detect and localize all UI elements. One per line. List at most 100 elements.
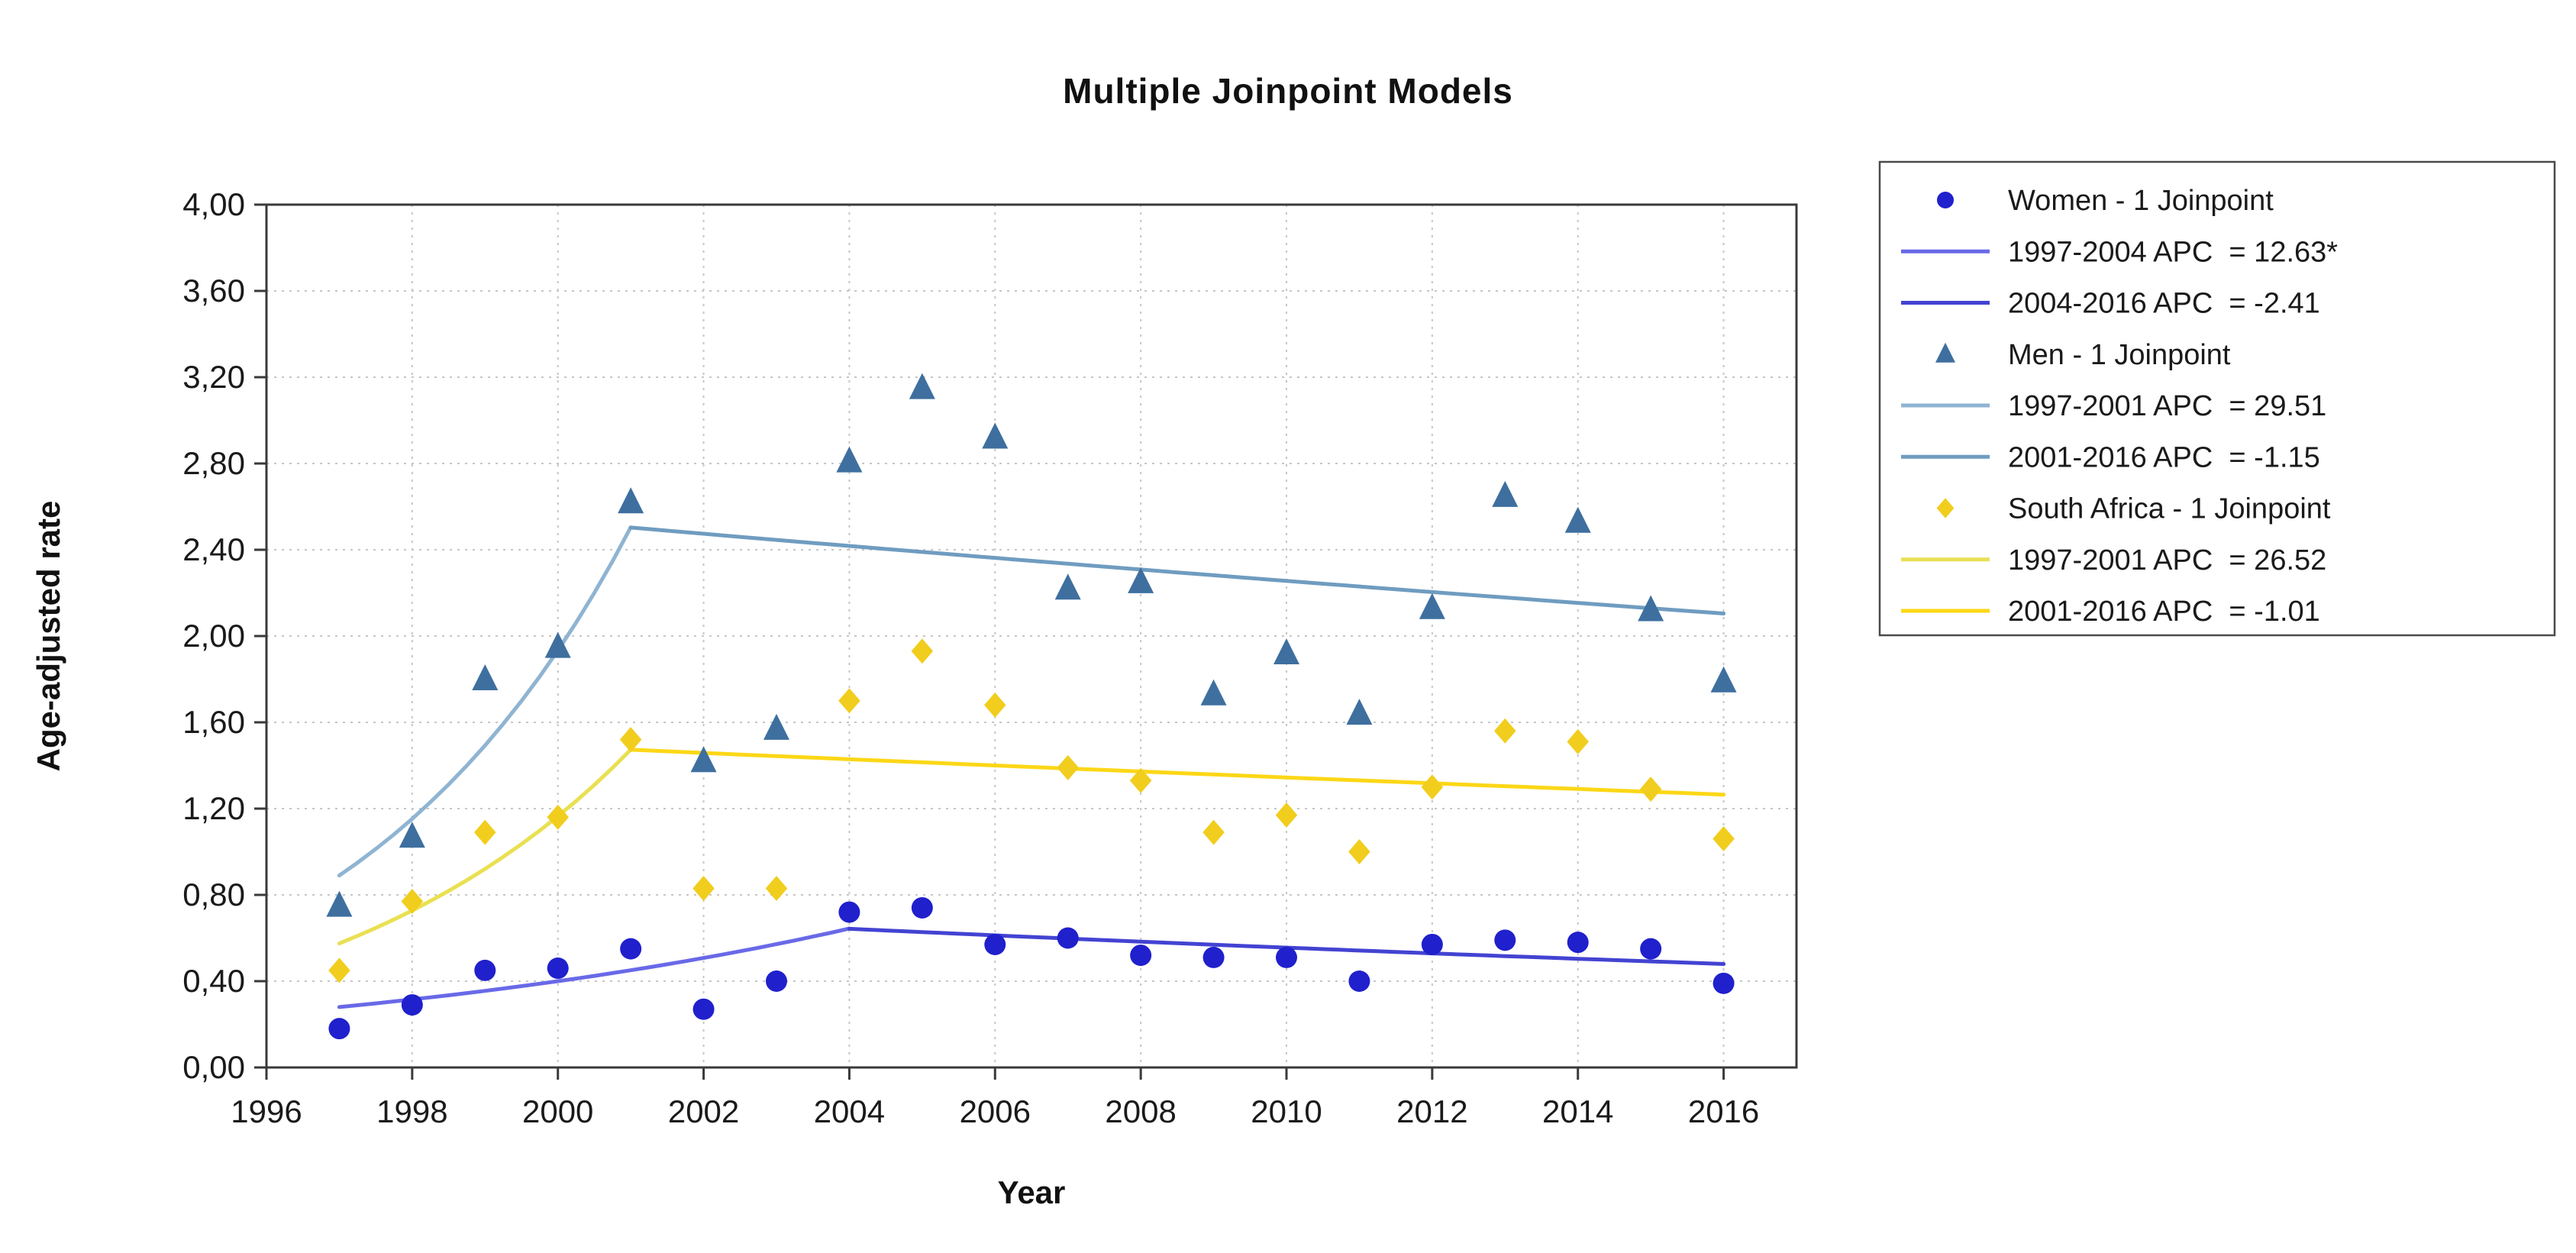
x-tick-label: 2010 <box>1251 1093 1322 1129</box>
x-tick-label: 2012 <box>1396 1093 1467 1129</box>
data-point <box>328 1018 350 1040</box>
y-tick-label: 0,00 <box>182 1049 245 1085</box>
data-point <box>1057 754 1079 780</box>
data-point <box>692 998 715 1020</box>
legend-item-label: 2001-2016 APC = -1.15 <box>2008 441 2320 473</box>
legend-row <box>1935 342 1955 363</box>
data-point <box>984 692 1006 718</box>
data-point <box>763 713 789 740</box>
data-point <box>1202 946 1225 968</box>
data-point <box>328 958 350 983</box>
x-tick-label: 2016 <box>1688 1093 1759 1129</box>
data-point <box>1567 932 1589 954</box>
x-tick-label: 2000 <box>522 1093 593 1129</box>
data-point <box>838 688 860 714</box>
data-point <box>544 631 571 658</box>
data-point <box>766 970 787 992</box>
chart-title: Multiple Joinpoint Models <box>1063 71 1513 111</box>
data-point <box>618 487 644 514</box>
series-markers <box>328 638 1735 983</box>
fit-lines <box>337 748 1726 946</box>
x-tick-label: 2004 <box>814 1093 885 1129</box>
data-point <box>547 804 569 830</box>
data-point <box>1712 972 1735 994</box>
data-point <box>838 901 860 923</box>
data-point <box>1564 506 1591 533</box>
data-point <box>1348 970 1370 992</box>
legend-item-label: South Africa - 1 Joinpoint <box>2008 493 2331 525</box>
data-point <box>1275 802 1298 828</box>
legend-item-label: Men - 1 Joinpoint <box>2008 339 2231 371</box>
gridlines <box>266 205 1796 1067</box>
x-tick-label: 1996 <box>231 1093 302 1129</box>
x-axis-title: Year <box>997 1174 1066 1210</box>
data-point <box>401 888 424 914</box>
legend-row <box>1937 192 1954 208</box>
data-point <box>1273 638 1299 665</box>
series-markers <box>328 896 1735 1040</box>
fit-line-segment <box>628 748 1726 797</box>
data-point <box>836 446 863 473</box>
data-point <box>1492 480 1519 507</box>
fit-line-segment <box>337 926 851 1009</box>
fit-lines <box>337 926 1726 1009</box>
y-tick-label: 2,80 <box>182 445 245 481</box>
legend-box <box>1878 160 2556 637</box>
data-point <box>1494 718 1516 744</box>
x-tick-label: 2002 <box>668 1093 739 1129</box>
data-point <box>1200 679 1227 706</box>
data-point <box>690 746 717 773</box>
data-point <box>1494 929 1516 951</box>
data-point <box>474 959 496 981</box>
data-point <box>1346 699 1373 725</box>
x-tick-label: 2014 <box>1542 1093 1613 1129</box>
data-point <box>1567 728 1589 754</box>
data-point <box>909 373 935 399</box>
data-point <box>326 890 353 917</box>
fit-lines <box>337 525 1726 878</box>
data-point <box>399 822 425 848</box>
x-tick-label: 2008 <box>1105 1093 1176 1129</box>
data-point <box>620 938 642 960</box>
y-tick-label: 1,60 <box>182 704 245 740</box>
fit-line-segment <box>337 748 633 946</box>
data-point <box>982 422 1009 449</box>
data-point <box>984 933 1006 955</box>
data-point <box>911 896 933 919</box>
legend-item-label: 1997-2001 APC = 29.51 <box>2008 390 2326 422</box>
data-point <box>1639 777 1662 803</box>
data-point <box>1128 567 1154 593</box>
data-point <box>401 994 423 1016</box>
data-point <box>1710 666 1737 693</box>
data-point <box>1054 573 1081 600</box>
data-point <box>765 876 788 902</box>
y-tick-label: 4,00 <box>182 186 245 222</box>
y-tick-label: 0,80 <box>182 877 245 912</box>
fit-line-segment <box>337 525 633 878</box>
series-markers <box>326 373 1737 917</box>
x-tick-label: 1998 <box>376 1093 447 1129</box>
y-tick-label: 0,40 <box>182 963 245 999</box>
data-point <box>1202 819 1225 845</box>
legend-item-label: 1997-2004 APC = 12.63* <box>2008 236 2338 268</box>
data-point <box>1712 826 1735 852</box>
data-point <box>1348 839 1370 864</box>
data-point <box>547 958 569 980</box>
data-point <box>1276 946 1297 968</box>
y-tick-label: 3,20 <box>182 359 245 395</box>
data-point <box>1638 595 1664 622</box>
legend <box>1878 160 2556 637</box>
data-point <box>474 819 496 845</box>
data-point <box>619 727 642 753</box>
y-tick-label: 2,00 <box>182 618 245 654</box>
triangle-marker-icon <box>1935 342 1955 363</box>
data-point <box>1057 927 1079 949</box>
x-tick-label: 2006 <box>960 1093 1031 1129</box>
data-point <box>472 664 499 690</box>
circle-marker-icon <box>1937 192 1954 208</box>
legend-item-label: Women - 1 Joinpoint <box>2008 185 2274 217</box>
y-tick-label: 2,40 <box>182 531 245 567</box>
data-point <box>1421 774 1444 800</box>
data-point <box>1130 945 1152 967</box>
